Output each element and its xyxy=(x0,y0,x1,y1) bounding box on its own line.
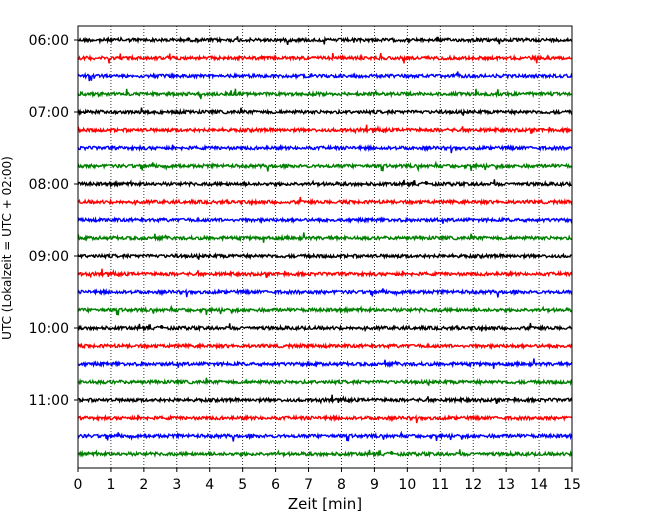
x-tick-label: 6 xyxy=(271,477,280,493)
trace-1045 xyxy=(77,377,573,387)
trace-0630 xyxy=(77,71,573,82)
x-tick-label: 5 xyxy=(238,477,247,493)
x-axis-label: Zeit [min] xyxy=(288,495,362,513)
y-tick-label: 09:00 xyxy=(29,249,69,265)
seismic-traces xyxy=(77,35,573,459)
x-tick-label: 3 xyxy=(172,477,181,493)
trace-0700 xyxy=(77,107,573,117)
trace-0745 xyxy=(77,160,573,173)
x-tick-label: 9 xyxy=(370,477,379,493)
trace-0845 xyxy=(77,232,573,243)
x-tick-label: 10 xyxy=(398,477,416,493)
y-tick-label: 10:00 xyxy=(29,321,69,337)
trace-0730 xyxy=(77,143,573,154)
trace-0615 xyxy=(77,52,573,64)
trace-1130 xyxy=(77,430,573,442)
x-tick-label: 0 xyxy=(74,477,83,493)
trace-1015 xyxy=(77,342,573,351)
trace-0945 xyxy=(77,304,573,316)
trace-0645 xyxy=(77,88,573,100)
plot-background xyxy=(78,26,572,468)
trace-1000 xyxy=(77,322,573,333)
plot-frame xyxy=(77,25,573,469)
x-tick-label: 4 xyxy=(205,477,214,493)
trace-0800 xyxy=(77,179,573,189)
x-tick-label: 1 xyxy=(106,477,115,493)
y-axis-label: UTC (Lokalzeit = UTC + 02:00) xyxy=(0,156,14,340)
trace-1030 xyxy=(77,358,573,369)
x-tick-label: 13 xyxy=(497,477,515,493)
trace-0930 xyxy=(77,288,573,298)
x-tick-label: 8 xyxy=(337,477,346,493)
trace-0600 xyxy=(77,35,572,45)
y-tick-label: 11:00 xyxy=(29,393,69,409)
x-tick-label: 15 xyxy=(563,477,581,493)
x-tick-label: 7 xyxy=(304,477,313,493)
trace-0715 xyxy=(77,124,573,135)
trace-1115 xyxy=(77,413,573,424)
trace-0830 xyxy=(77,216,573,225)
y-tick-label: 06:00 xyxy=(29,33,69,49)
trace-1145 xyxy=(77,449,573,459)
trace-1100 xyxy=(77,394,573,405)
x-tick-label: 12 xyxy=(464,477,482,493)
x-tick-label: 14 xyxy=(530,477,548,493)
x-tick-label: 2 xyxy=(139,477,148,493)
trace-0900 xyxy=(77,252,573,261)
y-tick-label: 07:00 xyxy=(29,105,69,121)
x-tick-label: 11 xyxy=(431,477,449,493)
y-axis-ticks: 06:00 07:00 08:00 09:00 10:00 11:00 xyxy=(29,33,78,409)
trace-0915 xyxy=(77,268,573,279)
x-axis-ticks: 0 1 2 3 4 5 6 7 8 9 10 11 12 13 14 15 xyxy=(74,468,581,493)
y-tick-label: 08:00 xyxy=(29,177,69,193)
trace-0815 xyxy=(77,196,573,207)
